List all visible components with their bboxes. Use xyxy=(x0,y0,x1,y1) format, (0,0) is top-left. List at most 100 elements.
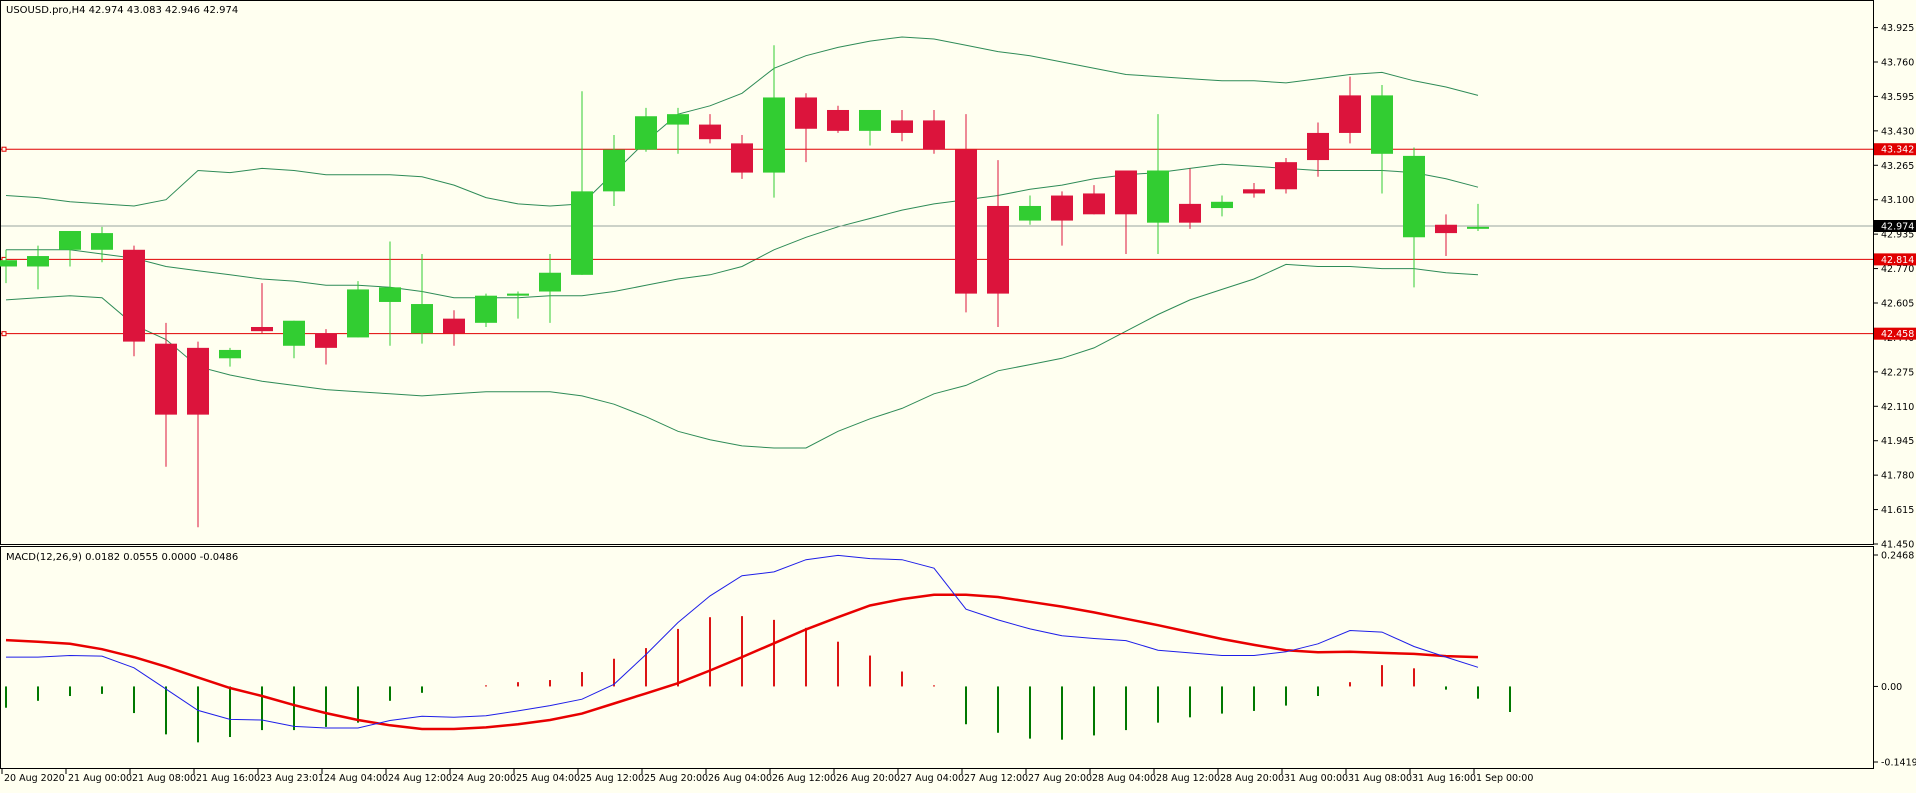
bull-candle-body xyxy=(539,272,561,292)
macd-tick-label: 0.2468 xyxy=(1881,551,1914,562)
bear-candle-body xyxy=(443,318,465,334)
time-tick-label: 25 Aug 04:00 xyxy=(516,773,580,784)
bear-candle-body xyxy=(123,249,145,342)
time-tick-label: 20 Aug 2020 xyxy=(4,773,65,784)
time-tick-label: 1 Sep 00:00 xyxy=(1476,773,1533,784)
macd-tick-label: 0.00 xyxy=(1881,682,1902,693)
bear-candle-body xyxy=(187,347,209,415)
bollinger-middle-line xyxy=(6,163,1479,299)
macd-main-line xyxy=(6,554,1479,729)
bull-candle-body xyxy=(475,295,497,323)
time-tick-label: 26 Aug 20:00 xyxy=(836,773,900,784)
bull-candle-body xyxy=(635,116,657,150)
current-price-tag-label: 42.974 xyxy=(1881,222,1914,233)
time-tick-label: 25 Aug 12:00 xyxy=(580,773,644,784)
bull-candle-body xyxy=(507,293,529,296)
bear-candle-body xyxy=(1435,224,1457,234)
bollinger-upper-line xyxy=(5,36,1479,207)
time-tick-label: 27 Aug 20:00 xyxy=(1028,773,1092,784)
macd-label: MACD(12,26,9) 0.0182 0.0555 0.0000 -0.04… xyxy=(6,552,238,563)
price-tick-label: 41.945 xyxy=(1881,436,1914,447)
time-tick-label: 25 Aug 20:00 xyxy=(644,773,708,784)
price-tick-label: 42.110 xyxy=(1881,402,1914,413)
bear-candle-body xyxy=(1243,189,1265,194)
time-tick-label: 23 Aug 23:01 xyxy=(260,773,324,784)
bull-candle-body xyxy=(347,289,369,338)
price-tick-label: 41.450 xyxy=(1881,540,1914,551)
candlesticks xyxy=(0,45,1489,528)
bull-candle-body xyxy=(27,256,49,267)
bollinger-bands xyxy=(5,36,1479,449)
price-tick-label: 42.770 xyxy=(1881,264,1914,275)
bear-candle-body xyxy=(251,326,273,332)
bear-candle-body xyxy=(1275,162,1297,190)
time-tick-label: 26 Aug 04:00 xyxy=(708,773,772,784)
bull-candle-body xyxy=(219,349,241,359)
bear-candle-body xyxy=(827,109,849,131)
macd-pane-frame xyxy=(0,546,1874,769)
bear-candle-body xyxy=(795,97,817,129)
bear-candle-body xyxy=(1339,95,1361,133)
bull-candle-body xyxy=(667,114,689,125)
time-tick-label: 21 Aug 08:00 xyxy=(132,773,196,784)
time-tick-label: 31 Aug 16:00 xyxy=(1412,773,1476,784)
level-price-tag xyxy=(1874,327,1916,340)
price-tick-label: 41.615 xyxy=(1881,505,1914,516)
time-tick-label: 28 Aug 20:00 xyxy=(1220,773,1284,784)
bull-candle-body xyxy=(1211,201,1233,209)
bear-candle-body xyxy=(1083,193,1105,215)
current-price-tag xyxy=(1874,220,1916,232)
bull-candle-body xyxy=(91,233,113,250)
bull-candle-body xyxy=(763,97,785,173)
time-axis: 20 Aug 2020 21 Aug 00:00 21 Aug 08:00 21 Au… xyxy=(1,769,1533,784)
price-tick-label: 41.780 xyxy=(1881,471,1914,482)
time-tick-label: 28 Aug 04:00 xyxy=(1092,773,1156,784)
bear-candle-body xyxy=(315,333,337,348)
bear-candle-body xyxy=(923,120,945,150)
level-price-tag-label: 43.342 xyxy=(1881,145,1914,156)
time-tick-label: 21 Aug 16:00 xyxy=(196,773,260,784)
bull-candle-body xyxy=(1467,226,1489,229)
bull-candle-body xyxy=(1147,170,1169,223)
bear-candle-body xyxy=(1179,203,1201,223)
bull-candle-body xyxy=(603,149,625,192)
bear-candle-body xyxy=(987,205,1009,294)
bear-candle-body xyxy=(155,343,177,415)
horizontal-levels xyxy=(1,146,1873,337)
price-tick-label: 42.275 xyxy=(1881,367,1914,378)
bear-candle-body xyxy=(1115,170,1137,215)
bear-candle-body xyxy=(955,149,977,294)
time-tick-label: 31 Aug 00:00 xyxy=(1284,773,1348,784)
bear-candle-body xyxy=(699,124,721,140)
level-price-tag-label: 42.458 xyxy=(1881,329,1914,340)
bull-candle-body xyxy=(411,304,433,334)
macd-axis: 0.2468 0.00 -0.1419 xyxy=(1873,551,1916,769)
price-tick-label: 42.935 xyxy=(1881,230,1914,241)
bull-candle-body xyxy=(379,287,401,302)
price-axis: 43.925 43.760 43.595 43.430 43.265 43.100 42.9… xyxy=(1873,23,1916,551)
time-tick-label: 28 Aug 12:00 xyxy=(1156,773,1220,784)
time-tick-label: 21 Aug 00:00 xyxy=(68,773,132,784)
instrument-label: USOUSD.pro,H4 42.974 43.083 42.946 42.97… xyxy=(6,5,238,16)
macd-indicator xyxy=(5,554,1511,743)
bear-candle-body xyxy=(1307,132,1329,161)
price-pane-frame xyxy=(0,0,1874,545)
bull-candle-body xyxy=(1371,95,1393,154)
macd-tick-label: -0.1419 xyxy=(1881,758,1916,769)
time-tick-label: 24 Aug 20:00 xyxy=(452,773,516,784)
bear-candle-body xyxy=(731,143,753,173)
price-tick-label: 43.760 xyxy=(1881,57,1914,68)
bull-candle-body xyxy=(283,320,305,346)
level-price-tag-label: 42.814 xyxy=(1881,255,1914,266)
bull-candle-body xyxy=(1019,205,1041,221)
time-tick-label: 24 Aug 12:00 xyxy=(388,773,452,784)
price-tick-label: 43.430 xyxy=(1881,126,1914,137)
price-tick-label: 43.925 xyxy=(1881,23,1914,34)
bollinger-lower-line xyxy=(5,263,1479,449)
price-tick-label: 43.265 xyxy=(1881,161,1914,172)
time-tick-label: 27 Aug 12:00 xyxy=(964,773,1028,784)
bull-candle-body xyxy=(0,260,17,267)
time-tick-label: 31 Aug 08:00 xyxy=(1348,773,1412,784)
